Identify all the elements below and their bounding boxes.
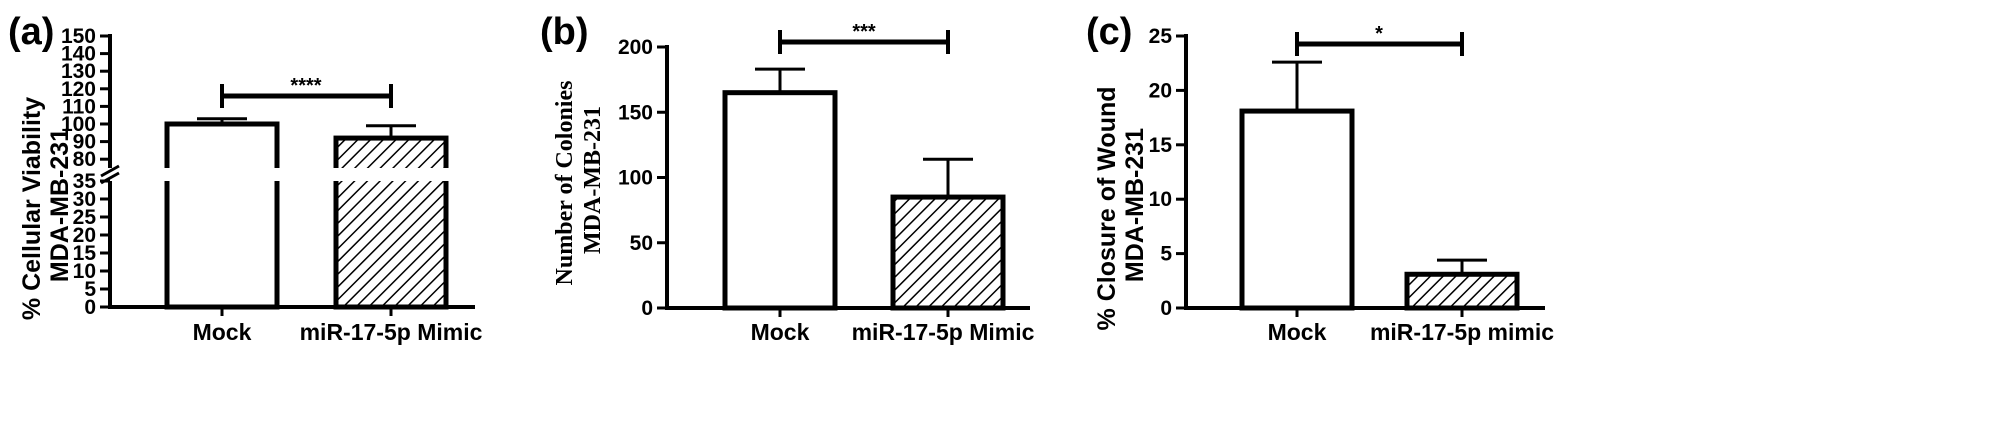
panel-a-break-gap	[150, 168, 500, 181]
panel-a-significance-label: ****	[290, 75, 321, 97]
panel-a-label: (a)	[8, 11, 54, 53]
panel-c-y-tick-label-3: 15	[1149, 134, 1173, 157]
panel-a-y-tick-label-lower-4: 20	[73, 224, 96, 247]
panel-b-bar-1	[890, 194, 1006, 311]
panel-b-y-tick-label-4: 200	[618, 36, 653, 59]
panel-c-y-tick-label-2: 10	[1149, 188, 1172, 211]
panel-b: (b) Number of Colonies MDA-MB-231 0 50 100…	[540, 11, 1035, 345]
panel-b-bars	[722, 67, 1006, 311]
panel-a-y-tick-label-lower-3: 15	[73, 242, 97, 265]
panel-a-x-tick-mock: Mock	[193, 319, 252, 345]
panel-a-y-tick-label-lower-6: 30	[73, 188, 96, 211]
panel-a-y-tick-label-upper-6: 140	[61, 43, 96, 66]
panel-c-x-tick-mimic: miR-17-5p mimic	[1370, 319, 1554, 345]
panel-a-axis-break-mark-1	[100, 164, 120, 178]
panel-a: (a) % Cellular Viability MDA-MB-231 0510…	[8, 11, 500, 345]
panel-a-y-tick-label-lower-2: 10	[73, 260, 96, 283]
panel-c-label: (c)	[1086, 11, 1132, 53]
panel-b-y-axis-label: Number of Colonies MDA-MB-231	[552, 75, 606, 286]
panel-a-bars	[150, 117, 500, 310]
panel-c-y-axis-label-line-2: MDA-MB-231	[1121, 128, 1149, 282]
panel-a-bar-1	[333, 135, 449, 310]
panel-c-bar-0	[1239, 108, 1355, 311]
panel-a-y-tick-label-upper-2: 100	[61, 113, 96, 136]
panel-a-y-tick-label-upper-0: 80	[73, 148, 96, 171]
panel-a-y-axis-label-line-1: % Cellular Viability	[18, 97, 46, 320]
panel-c-bar-1	[1404, 271, 1520, 311]
panel-c-significance-bracket: *	[1295, 23, 1464, 56]
panel-c: (c) % Closure of Wound MDA-MB-231 0 5 10 15…	[1086, 11, 1554, 345]
panel-a-y-tick-label-upper-7: 150	[61, 25, 96, 48]
panel-a-bar-0	[164, 121, 280, 310]
panel-b-label: (b)	[540, 11, 589, 53]
panel-a-y-tick-label-lower-5: 25	[73, 206, 97, 229]
panel-c-significance-label: *	[1375, 23, 1383, 45]
panel-a-y-tick-label-upper-5: 130	[61, 60, 96, 83]
panel-c-y-tick-label-0: 0	[1160, 297, 1172, 320]
panel-c-y-tick-label-4: 20	[1149, 79, 1172, 102]
panel-c-x-tick-mock: Mock	[1268, 319, 1327, 345]
panel-a-y-tick-label-upper-4: 120	[61, 78, 96, 101]
panel-a-y-axis-label: % Cellular Viability MDA-MB-231	[18, 90, 74, 320]
panel-b-x-tick-mock: Mock	[751, 319, 810, 345]
panel-a-y-tick-label-upper-3: 110	[62, 95, 96, 118]
panel-b-y-tick-label-1: 50	[630, 232, 653, 255]
panel-a-y-tick-label-lower-1: 5	[84, 278, 96, 301]
panel-b-significance-label: ***	[852, 21, 876, 43]
panel-c-y-axis-label-line-1: % Closure of Wound	[1093, 86, 1121, 330]
panel-a-y-tick-label-lower-0: 0	[84, 296, 96, 319]
panel-b-y-axis-label-line-2: MDA-MB-231	[580, 106, 606, 254]
panel-c-bars	[1239, 60, 1520, 311]
panel-a-y-tick-label-lower-7: 35	[73, 170, 97, 193]
panel-c-y-tick-label-5: 25	[1149, 25, 1173, 48]
panel-b-y-axis-label-line-1: Number of Colonies	[552, 81, 578, 286]
panel-a-y-axis-label-line-2: MDA-MB-231	[46, 128, 74, 282]
panel-a-x-tick-mimic: miR-17-5p Mimic	[300, 319, 483, 345]
panel-b-significance-bracket: ***	[778, 21, 950, 54]
panel-a-significance-bracket: ****	[220, 75, 393, 108]
panel-a-y-tick-label-upper-1: 90	[73, 131, 96, 154]
panel-b-y-tick-label-0: 0	[641, 297, 653, 320]
panel-b-x-tick-mimic: miR-17-5p Mimic	[852, 319, 1035, 345]
panel-b-y-tick-label-2: 100	[618, 167, 653, 190]
panel-b-y-tick-label-3: 150	[618, 101, 653, 124]
panel-b-bar-0	[722, 90, 838, 311]
panel-c-y-axis-label: % Closure of Wound MDA-MB-231	[1093, 80, 1149, 331]
panel-c-y-tick-label-1: 5	[1160, 243, 1172, 266]
